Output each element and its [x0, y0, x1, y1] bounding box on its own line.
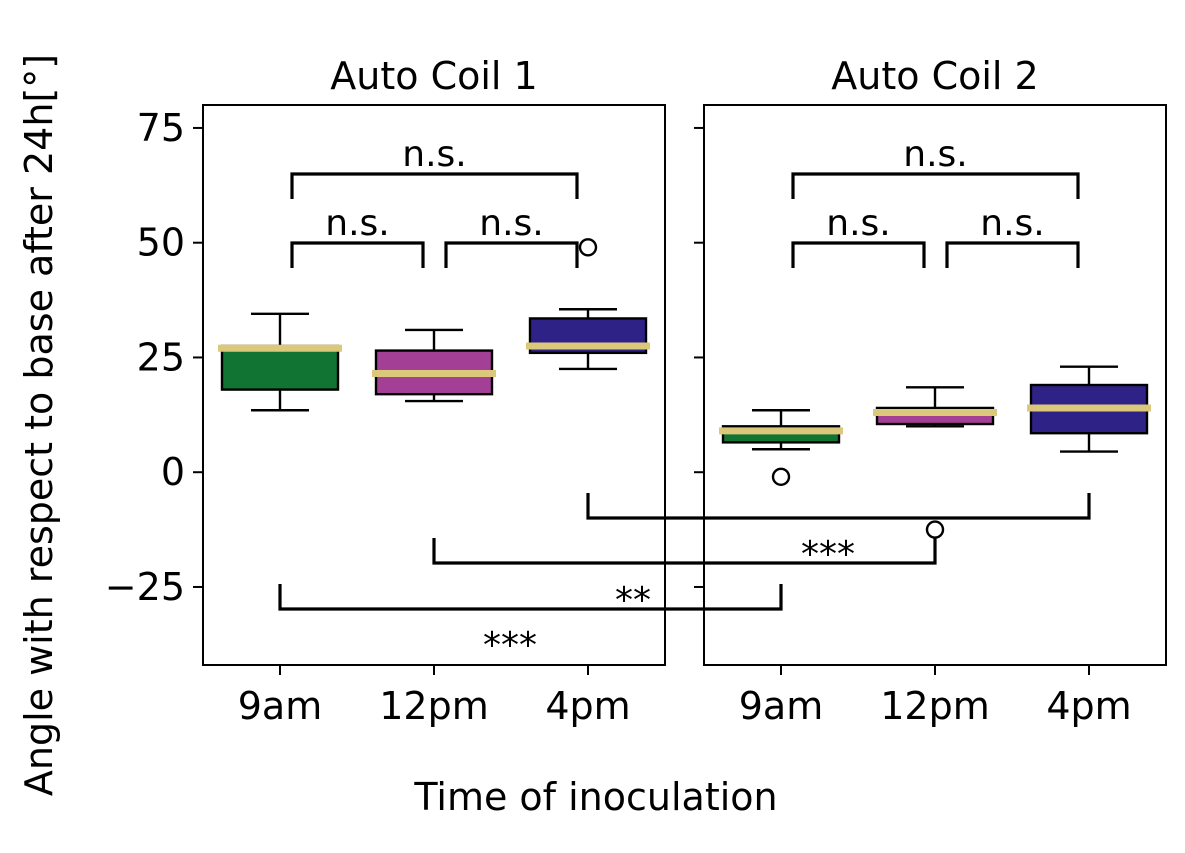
cross-panel-comparisons: ******** — [278, 493, 1091, 666]
y-tick-label: 50 — [137, 221, 185, 265]
cross-bracket-12pm — [432, 538, 937, 565]
significance-bracket — [444, 241, 579, 268]
panel-auto-coil-1: Auto Coil 1 −25 0 25 50 75 9am 12pm 4pm n.s. n.s.… — [105, 54, 666, 728]
box-12pm — [873, 386, 997, 539]
outlier-point — [771, 467, 791, 487]
box-4pm — [526, 238, 650, 371]
panel-title-auto-coil-2: Auto Coil 2 — [831, 54, 1038, 98]
cross-bracket-4pm — [586, 493, 1091, 520]
x-tick-label: 4pm — [545, 684, 630, 728]
significance-bracket — [290, 172, 579, 199]
y-tick-label: 75 — [137, 106, 185, 150]
cross-significance-label: ** — [615, 580, 651, 621]
cross-significance-label: *** — [483, 625, 537, 666]
y-axis-label: Angle with respect to base after 24h[°] — [17, 54, 61, 796]
significance-label: n.s. — [903, 134, 967, 175]
y-tick-label: 25 — [137, 335, 185, 379]
box-iqr — [220, 344, 340, 391]
significance-label: n.s. — [826, 203, 890, 244]
outlier-point — [925, 520, 945, 539]
x-tick-label: 9am — [238, 684, 322, 728]
significance-label: n.s. — [402, 134, 466, 175]
box-9am — [719, 409, 843, 487]
y-tick-label: 0 — [161, 450, 185, 494]
panel-auto-coil-2: Auto Coil 2 9am 12pm 4pm n.s. n.s. n.s. — [694, 54, 1167, 728]
x-tick-label: 12pm — [379, 684, 489, 728]
cross-significance-label: *** — [801, 534, 855, 575]
box-12pm — [372, 328, 496, 403]
x-tick-label: 9am — [739, 684, 823, 728]
box-4pm — [1027, 365, 1151, 453]
significance-bracket — [791, 172, 1080, 199]
x-axis-label: Time of inoculation — [413, 775, 777, 819]
x-tick-label: 4pm — [1046, 684, 1131, 728]
significance-bracket — [290, 241, 425, 268]
significance-bracket — [945, 241, 1080, 268]
significance-label: n.s. — [980, 203, 1044, 244]
significance-label: n.s. — [479, 203, 543, 244]
box-9am — [218, 312, 342, 412]
significance-label: n.s. — [325, 203, 389, 244]
y-tick-label: −25 — [105, 565, 185, 609]
x-tick-label: 12pm — [880, 684, 990, 728]
significance-bracket — [791, 241, 926, 268]
panel-title-auto-coil-1: Auto Coil 1 — [330, 54, 537, 98]
outlier-point — [578, 238, 598, 257]
cross-bracket-9am — [278, 584, 783, 611]
